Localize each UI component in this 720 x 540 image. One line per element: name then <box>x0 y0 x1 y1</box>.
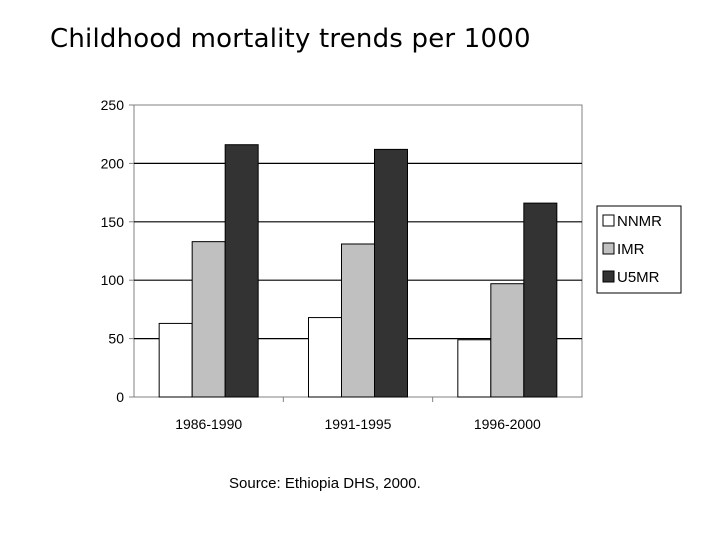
y-tick-label: 100 <box>101 272 125 288</box>
x-axis: 1986-1990 1991-1995 1996-2000 <box>175 397 541 432</box>
bar-nnmr-2 <box>308 317 342 398</box>
bar-nnmr-3 <box>457 339 492 398</box>
x-tick-label: 1991-1995 <box>325 416 392 432</box>
bar-imr-2 <box>341 243 375 398</box>
bar-imr-3 <box>490 283 525 398</box>
bar-u5mr-1 <box>224 144 259 398</box>
legend-swatch-nnmr <box>602 214 615 227</box>
y-tick-label: 200 <box>101 155 125 171</box>
bar-imr-1 <box>191 241 226 398</box>
legend-label-u5mr: U5MR <box>617 269 660 286</box>
legend-swatch-imr <box>602 242 615 255</box>
bar-u5mr-3 <box>523 202 558 398</box>
x-tick-label: 1996-2000 <box>474 416 541 432</box>
x-tick-label: 1986-1990 <box>175 416 242 432</box>
bars <box>158 144 558 398</box>
y-axis: 0 50 100 150 200 250 <box>101 97 134 405</box>
y-tick-label: 50 <box>108 331 124 347</box>
bar-nnmr-1 <box>158 322 193 398</box>
legend-label-imr: IMR <box>617 241 645 258</box>
y-tick-label: 0 <box>116 389 124 405</box>
source-note: Source: Ethiopia DHS, 2000. <box>229 475 421 492</box>
y-tick-label: 250 <box>101 97 125 113</box>
chart-title: Childhood mortality trends per 1000 <box>50 24 531 54</box>
legend-label-nnmr: NNMR <box>617 213 662 230</box>
bar-u5mr-2 <box>374 148 408 398</box>
legend-swatch-u5mr <box>602 270 615 283</box>
y-tick-label: 150 <box>101 214 125 230</box>
legend: NNMR IMR U5MR <box>596 205 682 294</box>
